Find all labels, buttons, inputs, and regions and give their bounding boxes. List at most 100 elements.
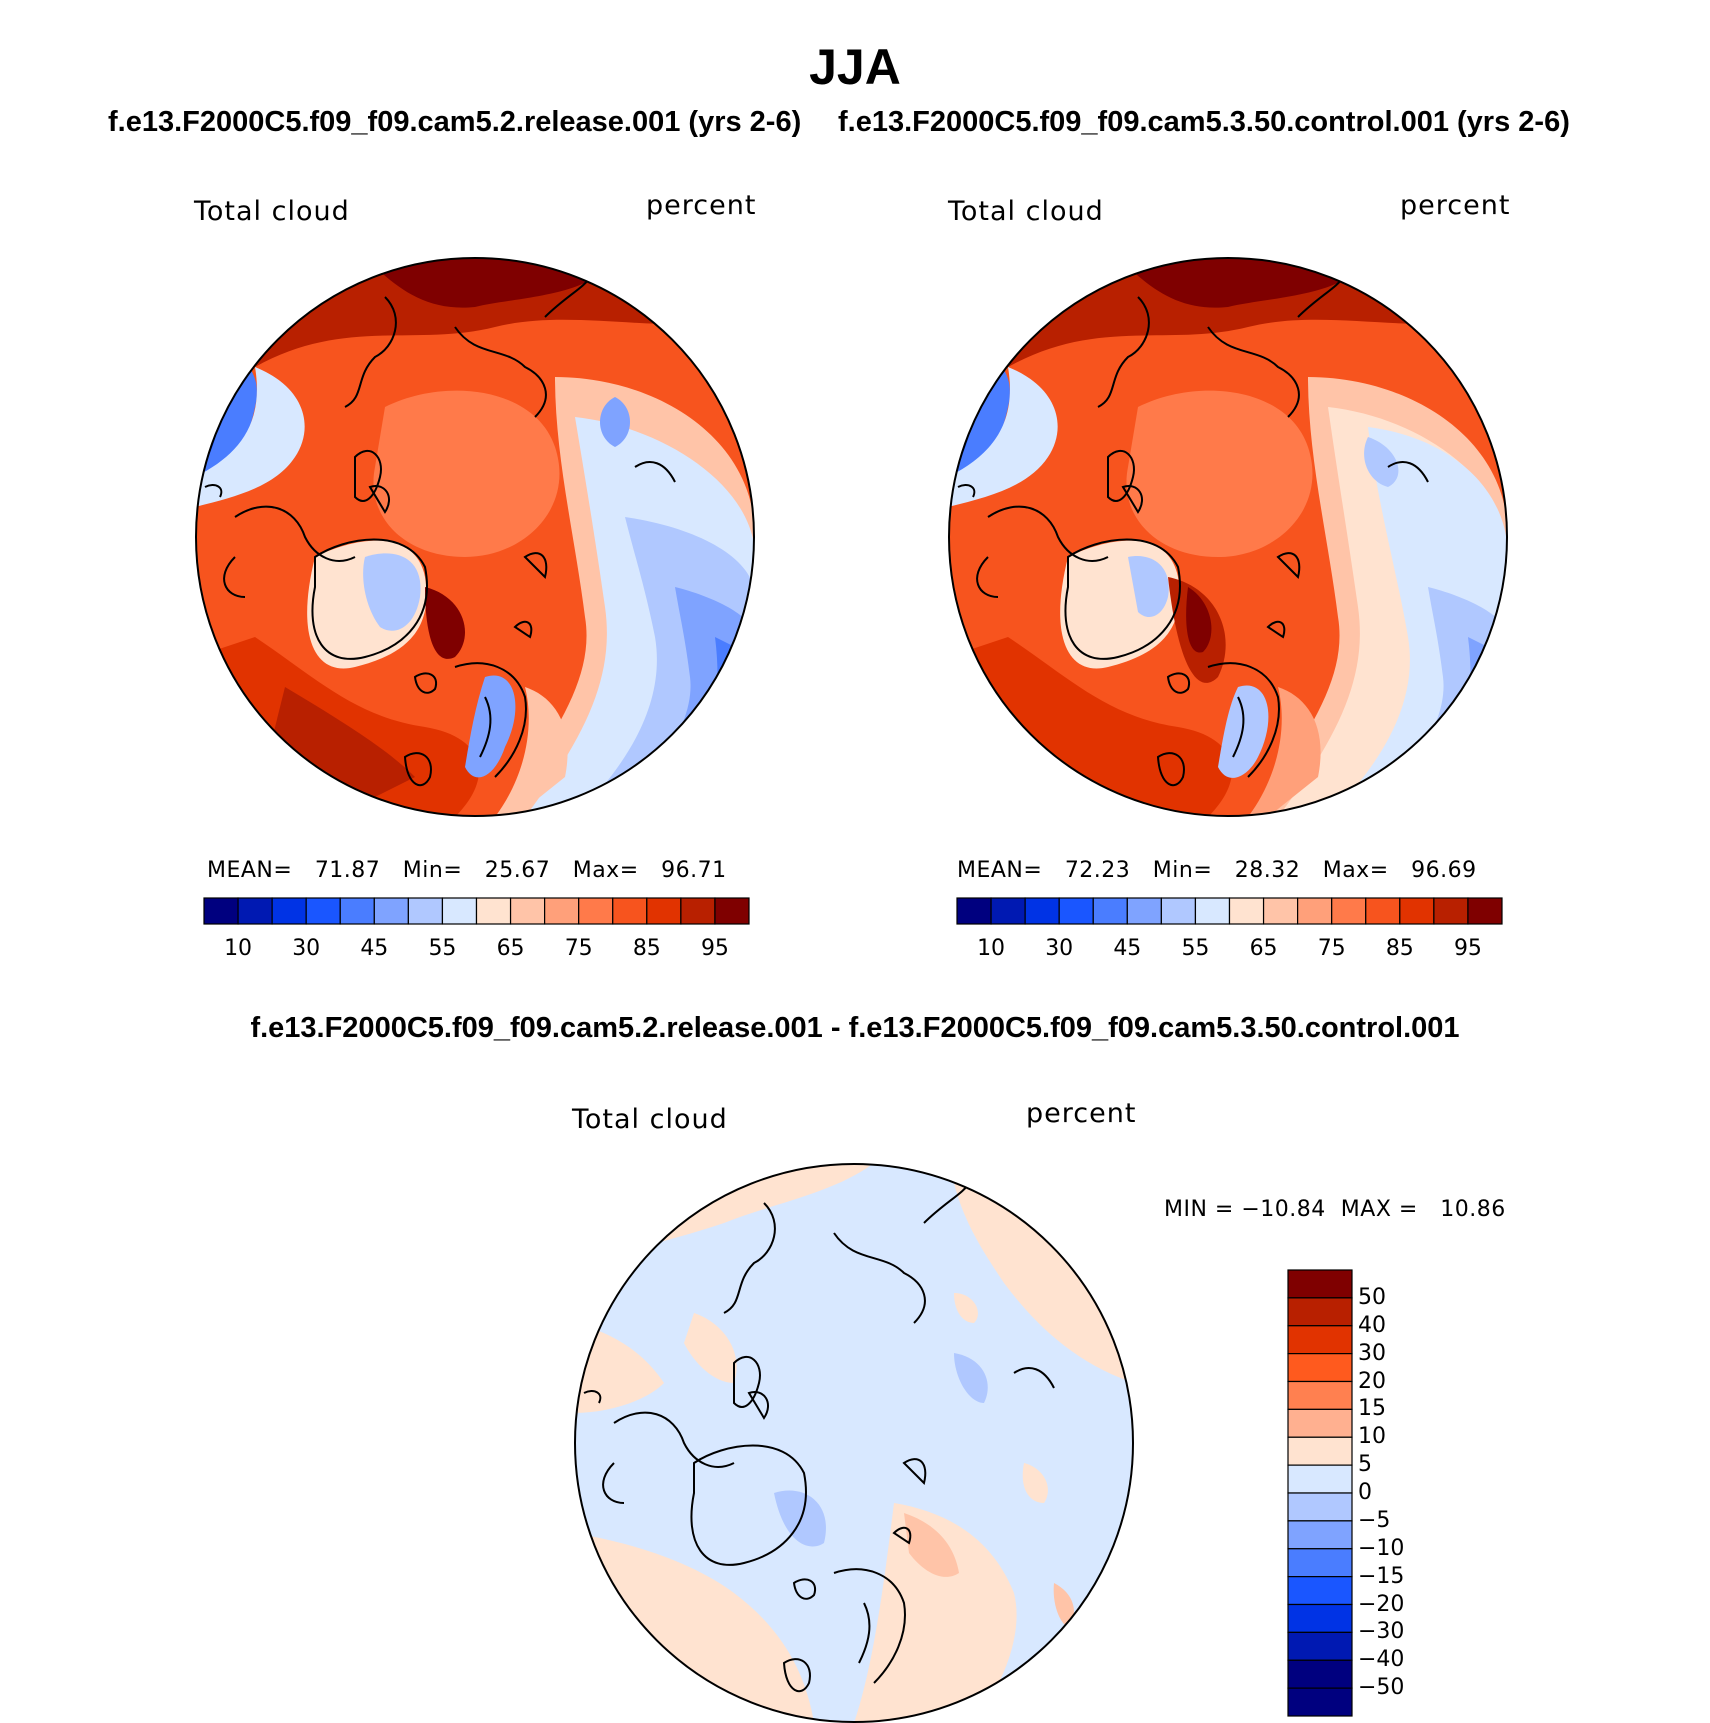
- panel-1-colorbar-swatch: [441, 897, 478, 925]
- difference-colorbar-tick-label: 5: [1358, 1452, 1372, 1478]
- difference-colorbar-tick-label: 0: [1358, 1480, 1372, 1505]
- difference-colorbar-tick-label: 10: [1358, 1424, 1386, 1450]
- panel-2-colorbar-tick-label: 55: [1181, 936, 1210, 961]
- panel-1-colorbar-tick-label: 45: [360, 936, 389, 961]
- panel-2-colorbar-swatch: [1365, 897, 1401, 925]
- difference-colorbar-swatch: [1287, 1269, 1353, 1299]
- panel-2-colorbar-swatch: [1331, 897, 1367, 925]
- panel-2-colorbar-tick-label: 65: [1249, 936, 1278, 961]
- panel-2-colorbar-swatch: [1467, 897, 1503, 925]
- panel-1-colorbar-swatch: [714, 897, 750, 925]
- panel-2-colorbar-swatch: [1160, 897, 1197, 925]
- panel-2-colorbar-swatch: [1126, 897, 1162, 925]
- panel-2-colorbar-tick-label: 10: [977, 936, 1006, 961]
- panel-1-colorbar-swatch: [646, 897, 682, 925]
- panel-1-stats: MEAN= 71.87 Min= 25.67 Max= 96.71: [207, 858, 727, 883]
- panel-2-polar-map: [948, 257, 1508, 817]
- difference-colorbar-swatch: [1287, 1436, 1353, 1466]
- panel-1-colorbar-swatch: [271, 897, 307, 925]
- panel-1-colorbar-swatch: [339, 897, 375, 925]
- panel-2-colorbar-swatch: [1024, 897, 1060, 925]
- difference-colorbar-tick-label: 50: [1358, 1284, 1386, 1310]
- panel-1-colorbar-tick-label: 30: [292, 936, 321, 961]
- panel-2-variable-label: Total cloud: [948, 196, 1104, 227]
- difference-colorbar-tick-label: −15: [1358, 1563, 1405, 1589]
- difference-minmax: MIN = −10.84 MAX = 10.86: [1164, 1197, 1506, 1222]
- panel-2-case-title: f.e13.F2000C5.f09_f09.cam5.3.50.control.…: [838, 106, 1570, 138]
- panel-1-units-label: percent: [646, 190, 757, 221]
- panel-2-colorbar-swatch: [1058, 897, 1094, 925]
- panel-2-colorbar-swatch: [990, 897, 1026, 925]
- panel-1-colorbar-swatch: [509, 897, 546, 925]
- panel-2-colorbar-swatch: [1433, 897, 1469, 925]
- panel-1-case-title: f.e13.F2000C5.f09_f09.cam5.2.release.001…: [108, 106, 802, 138]
- panel-2-units-label: percent: [1400, 190, 1511, 221]
- panel-2-colorbar-tick-label: 75: [1317, 936, 1346, 961]
- panel-1-colorbar-swatch: [203, 897, 239, 925]
- panel-2-colorbar-swatch: [1092, 897, 1128, 925]
- difference-colorbar-swatch: [1287, 1325, 1353, 1355]
- panel-1-polar-map: [195, 257, 755, 817]
- panel-2-colorbar-ticks: 10 30 45 55 65 75 85 95: [957, 936, 1502, 964]
- panel-2-stats: MEAN= 72.23 Min= 28.32 Max= 96.69: [957, 858, 1477, 883]
- panel-1-variable-label: Total cloud: [194, 196, 350, 227]
- difference-colorbar-swatch: [1287, 1520, 1353, 1550]
- difference-colorbar-ticks: 50 40 30 20 15 10 5 0 −5 −10 −15 −20 −30 −40 −50: [1358, 1270, 1468, 1716]
- panel-1-colorbar-tick-label: 75: [564, 936, 593, 961]
- difference-colorbar-swatch: [1287, 1659, 1353, 1689]
- difference-colorbar-tick-label: 40: [1358, 1312, 1386, 1338]
- difference-colorbar-swatch: [1287, 1576, 1353, 1606]
- difference-colorbar-tick-label: −10: [1358, 1535, 1405, 1561]
- panel-2-colorbar-swatch: [1262, 897, 1299, 925]
- panel-1-colorbar-swatch: [475, 897, 512, 925]
- panel-2-colorbar-tick-label: 30: [1045, 936, 1074, 961]
- panel-1-colorbar-swatch: [305, 897, 341, 925]
- panel-2-colorbar-swatch: [1297, 897, 1333, 925]
- difference-colorbar-swatch: [1287, 1464, 1353, 1494]
- panel-1-colorbar-swatch: [544, 897, 580, 925]
- panel-1-colorbar-swatch: [612, 897, 648, 925]
- difference-colorbar-tick-label: −30: [1358, 1619, 1405, 1645]
- difference-colorbar-swatch: [1287, 1380, 1353, 1410]
- difference-colorbar-swatch: [1287, 1353, 1353, 1383]
- difference-colorbar-tick-label: 15: [1358, 1396, 1386, 1422]
- panel-1-colorbar-swatch: [407, 897, 444, 925]
- panel-2-colorbar-swatch: [1399, 897, 1435, 925]
- difference-colorbar-swatch: [1287, 1492, 1353, 1522]
- difference-colorbar-swatch: [1287, 1297, 1353, 1327]
- difference-colorbar-swatch: [1287, 1408, 1353, 1438]
- panel-1-colorbar-tick-label: 10: [224, 936, 253, 961]
- panel-1-colorbar-swatch: [237, 897, 273, 925]
- panel-1-colorbar: [203, 897, 750, 925]
- difference-colorbar-swatch: [1287, 1631, 1353, 1661]
- difference-units-label: percent: [1026, 1098, 1137, 1129]
- difference-colorbar-tick-label: −40: [1358, 1647, 1405, 1673]
- difference-colorbar-tick-label: 20: [1358, 1368, 1386, 1394]
- panel-1-colorbar-tick-label: 65: [496, 936, 525, 961]
- difference-colorbar-tick-label: −50: [1358, 1675, 1405, 1701]
- difference-colorbar-swatch: [1287, 1603, 1353, 1633]
- page-title: JJA: [809, 39, 901, 95]
- panel-1-colorbar-swatch: [578, 897, 614, 925]
- panel-1-colorbar-tick-label: 95: [700, 936, 729, 961]
- panel-2-colorbar-swatch: [1228, 897, 1265, 925]
- difference-variable-label: Total cloud: [572, 1104, 728, 1135]
- panel-2-colorbar-tick-label: 85: [1385, 936, 1414, 961]
- panel-1-colorbar-swatch: [680, 897, 716, 925]
- difference-colorbar-tick-label: −5: [1358, 1507, 1391, 1533]
- difference-colorbar-swatch: [1287, 1548, 1353, 1578]
- panel-2-colorbar: [956, 897, 1503, 925]
- difference-colorbar-swatch: [1287, 1687, 1353, 1717]
- difference-colorbar: [1287, 1269, 1353, 1717]
- difference-polar-map: [574, 1163, 1134, 1723]
- panel-1-colorbar-ticks: 10 30 45 55 65 75 85 95: [204, 936, 749, 964]
- panel-2-colorbar-tick-label: 95: [1453, 936, 1482, 961]
- panel-1-colorbar-tick-label: 55: [428, 936, 457, 961]
- panel-1-colorbar-tick-label: 85: [632, 936, 661, 961]
- panel-2-colorbar-swatch: [956, 897, 992, 925]
- difference-colorbar-tick-label: 30: [1358, 1340, 1386, 1366]
- difference-colorbar-tick-label: −20: [1358, 1591, 1405, 1617]
- difference-title: f.e13.F2000C5.f09_f09.cam5.2.release.001…: [250, 1012, 1460, 1044]
- panel-2-colorbar-swatch: [1194, 897, 1231, 925]
- panel-2-colorbar-tick-label: 45: [1113, 936, 1142, 961]
